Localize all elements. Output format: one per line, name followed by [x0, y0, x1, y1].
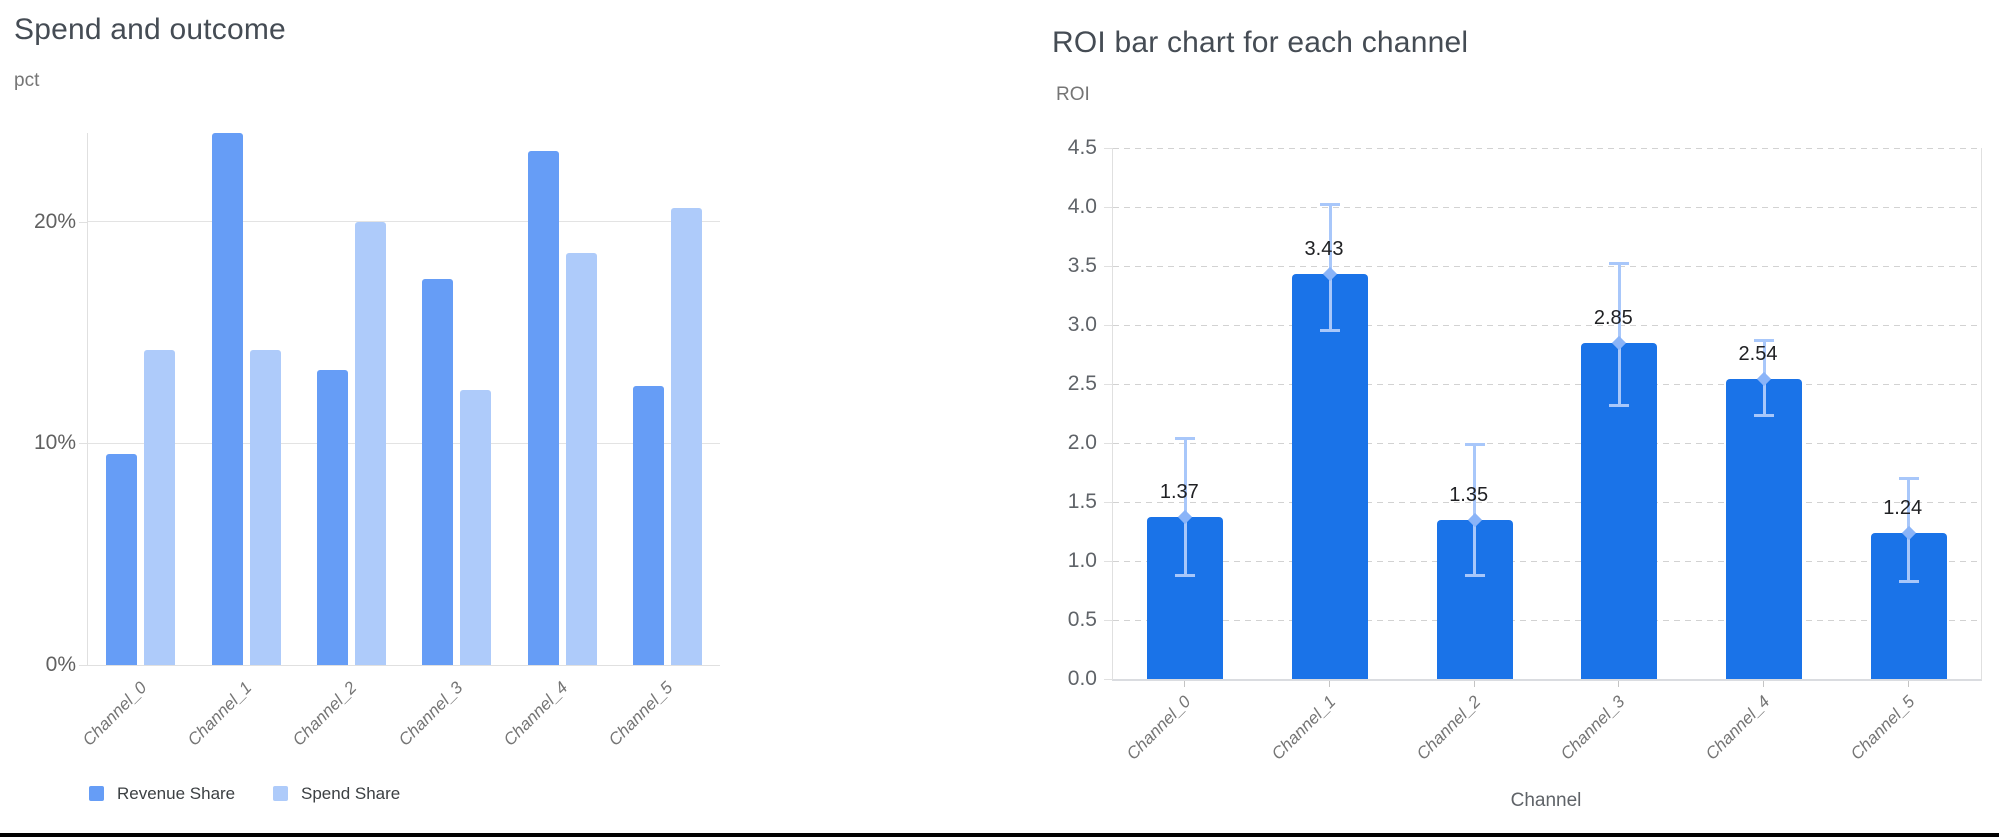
y-axis-tick-mark: [1104, 266, 1112, 267]
bar-spend-share-channel_2[interactable]: [354, 221, 386, 665]
error-bar-cap-bottom: [1175, 573, 1196, 577]
x-axis-tick-mark: [1473, 681, 1475, 687]
error-bar-cap-bottom: [1464, 573, 1485, 577]
y-axis-tick-label: 1.5: [1067, 490, 1097, 513]
gridline-4.0: [1113, 206, 1981, 208]
y-axis-tick-label: 3.5: [1067, 254, 1097, 277]
gridline-3.0: [1113, 324, 1981, 326]
y-axis-tick-label: 1.0: [1067, 549, 1097, 572]
error-bar-cap-bottom: [1609, 403, 1630, 407]
bar-value-label: 3.43: [1304, 238, 1344, 261]
bar-value-label: 1.24: [1883, 496, 1923, 519]
bar-roi-channel_1[interactable]: [1292, 274, 1368, 679]
y-axis-tick-label: 0.5: [1067, 608, 1097, 631]
y-axis-tick-mark: [1104, 325, 1112, 326]
error-bar-cap-top: [1464, 442, 1485, 446]
bar-revenue-share-channel_3[interactable]: [422, 279, 454, 665]
legend-swatch-spend-share[interactable]: [273, 786, 288, 801]
y-axis-tick-label: 20%: [33, 209, 76, 233]
gridline-0.5: [1113, 619, 1981, 621]
bar-revenue-share-channel_0[interactable]: [106, 454, 138, 665]
x-axis-tick-mark: [1618, 681, 1620, 687]
bar-spend-share-channel_5[interactable]: [670, 208, 702, 665]
gridline-20%: [88, 221, 720, 223]
y-axis-tick-label: 3.0: [1067, 313, 1097, 336]
bar-spend-share-channel_0[interactable]: [144, 350, 176, 665]
gridline-10%: [88, 442, 720, 444]
y-axis-tick-label: 2.5: [1067, 372, 1097, 395]
x-axis-category-label: Channel_5: [1846, 692, 1919, 764]
x-axis-tick-mark: [1184, 681, 1186, 687]
bar-spend-share-channel_1[interactable]: [249, 350, 281, 665]
y-axis-tick-mark: [1104, 502, 1112, 503]
y-axis-unit-label: pct: [14, 70, 40, 91]
legend-swatch-revenue-share[interactable]: [89, 786, 104, 801]
bar-value-label: 1.37: [1159, 481, 1199, 504]
y-axis-tick-label: 0.0: [1067, 667, 1097, 690]
x-axis-category-label: Channel_4: [1701, 692, 1774, 764]
error-bar-cap-top: [1175, 436, 1196, 440]
chart-title: Spend and outcome: [14, 13, 286, 46]
error-bar-cap-top: [1609, 262, 1630, 266]
y-axis-tick-label: 0%: [45, 653, 76, 676]
chart-title: ROI bar chart for each channel: [1052, 26, 1469, 59]
error-bar-cap-top: [1754, 338, 1774, 342]
x-axis-tick-mark: [1763, 681, 1764, 687]
error-bar-cap-bottom: [1898, 579, 1919, 583]
x-axis-tick-mark: [1907, 681, 1909, 687]
x-axis-title: Channel: [1510, 790, 1582, 811]
x-axis-category-label: Channel_0: [1123, 692, 1195, 764]
bar-revenue-share-channel_4[interactable]: [527, 150, 559, 665]
y-axis-tick-mark: [1104, 561, 1112, 562]
plot-area: 1.37 3.43 1.35 2.85 2.54 1.24: [1112, 147, 1982, 681]
error-bar-cap-top: [1898, 476, 1919, 480]
bar-revenue-share-channel_5[interactable]: [632, 385, 664, 665]
bar-revenue-share-channel_1[interactable]: [211, 133, 243, 665]
error-bar-cap-bottom: [1754, 414, 1774, 418]
y-axis-tick-mark: [1104, 679, 1112, 680]
y-axis-tick-label: 4.0: [1067, 195, 1097, 218]
x-axis-category-label: Channel_1: [1267, 692, 1340, 764]
y-axis-tick-mark: [1104, 148, 1112, 149]
y-axis-tick-mark: [1104, 443, 1112, 444]
plot-area: [87, 133, 720, 666]
y-axis-unit-label: ROI: [1056, 84, 1090, 105]
error-bar-line: [1183, 438, 1187, 576]
error-bar-line: [1617, 263, 1621, 406]
y-axis-tick-mark: [79, 665, 87, 666]
y-axis-tick-mark: [1104, 620, 1112, 621]
bar-roi-channel_4[interactable]: [1726, 379, 1802, 679]
bar-value-label: 2.85: [1593, 306, 1633, 329]
error-bar-cap-bottom: [1320, 329, 1340, 333]
y-axis-tick-label: 4.5: [1067, 136, 1097, 159]
gridline-1.5: [1113, 501, 1981, 503]
legend-label-revenue-share[interactable]: Revenue Share: [117, 784, 236, 803]
bar-spend-share-channel_3[interactable]: [460, 390, 492, 665]
bar-value-label: 2.54: [1738, 343, 1778, 366]
y-axis-tick-mark: [79, 221, 87, 223]
gridline-2.5: [1113, 383, 1981, 385]
y-axis-tick-mark: [1104, 207, 1112, 208]
bar-value-label: 1.35: [1449, 483, 1489, 506]
y-axis-tick-label: 10%: [33, 431, 76, 455]
gridline-2.0: [1113, 442, 1981, 444]
error-bar-cap-top: [1320, 203, 1340, 207]
legend-label-spend-share[interactable]: Spend Share: [301, 784, 401, 803]
bottom-border-rule: [0, 833, 1999, 837]
gridline-1.0: [1113, 560, 1981, 562]
error-bar-line: [1473, 444, 1477, 576]
y-axis-tick-label: 2.0: [1067, 431, 1097, 454]
bar-revenue-share-channel_2[interactable]: [316, 370, 348, 665]
gridline-4.5: [1113, 147, 1981, 149]
y-axis-tick-mark: [1104, 384, 1112, 385]
x-axis-tick-mark: [1329, 681, 1330, 687]
gridline-3.5: [1113, 265, 1981, 267]
y-axis-tick-mark: [79, 443, 87, 445]
bar-spend-share-channel_4[interactable]: [565, 252, 597, 665]
